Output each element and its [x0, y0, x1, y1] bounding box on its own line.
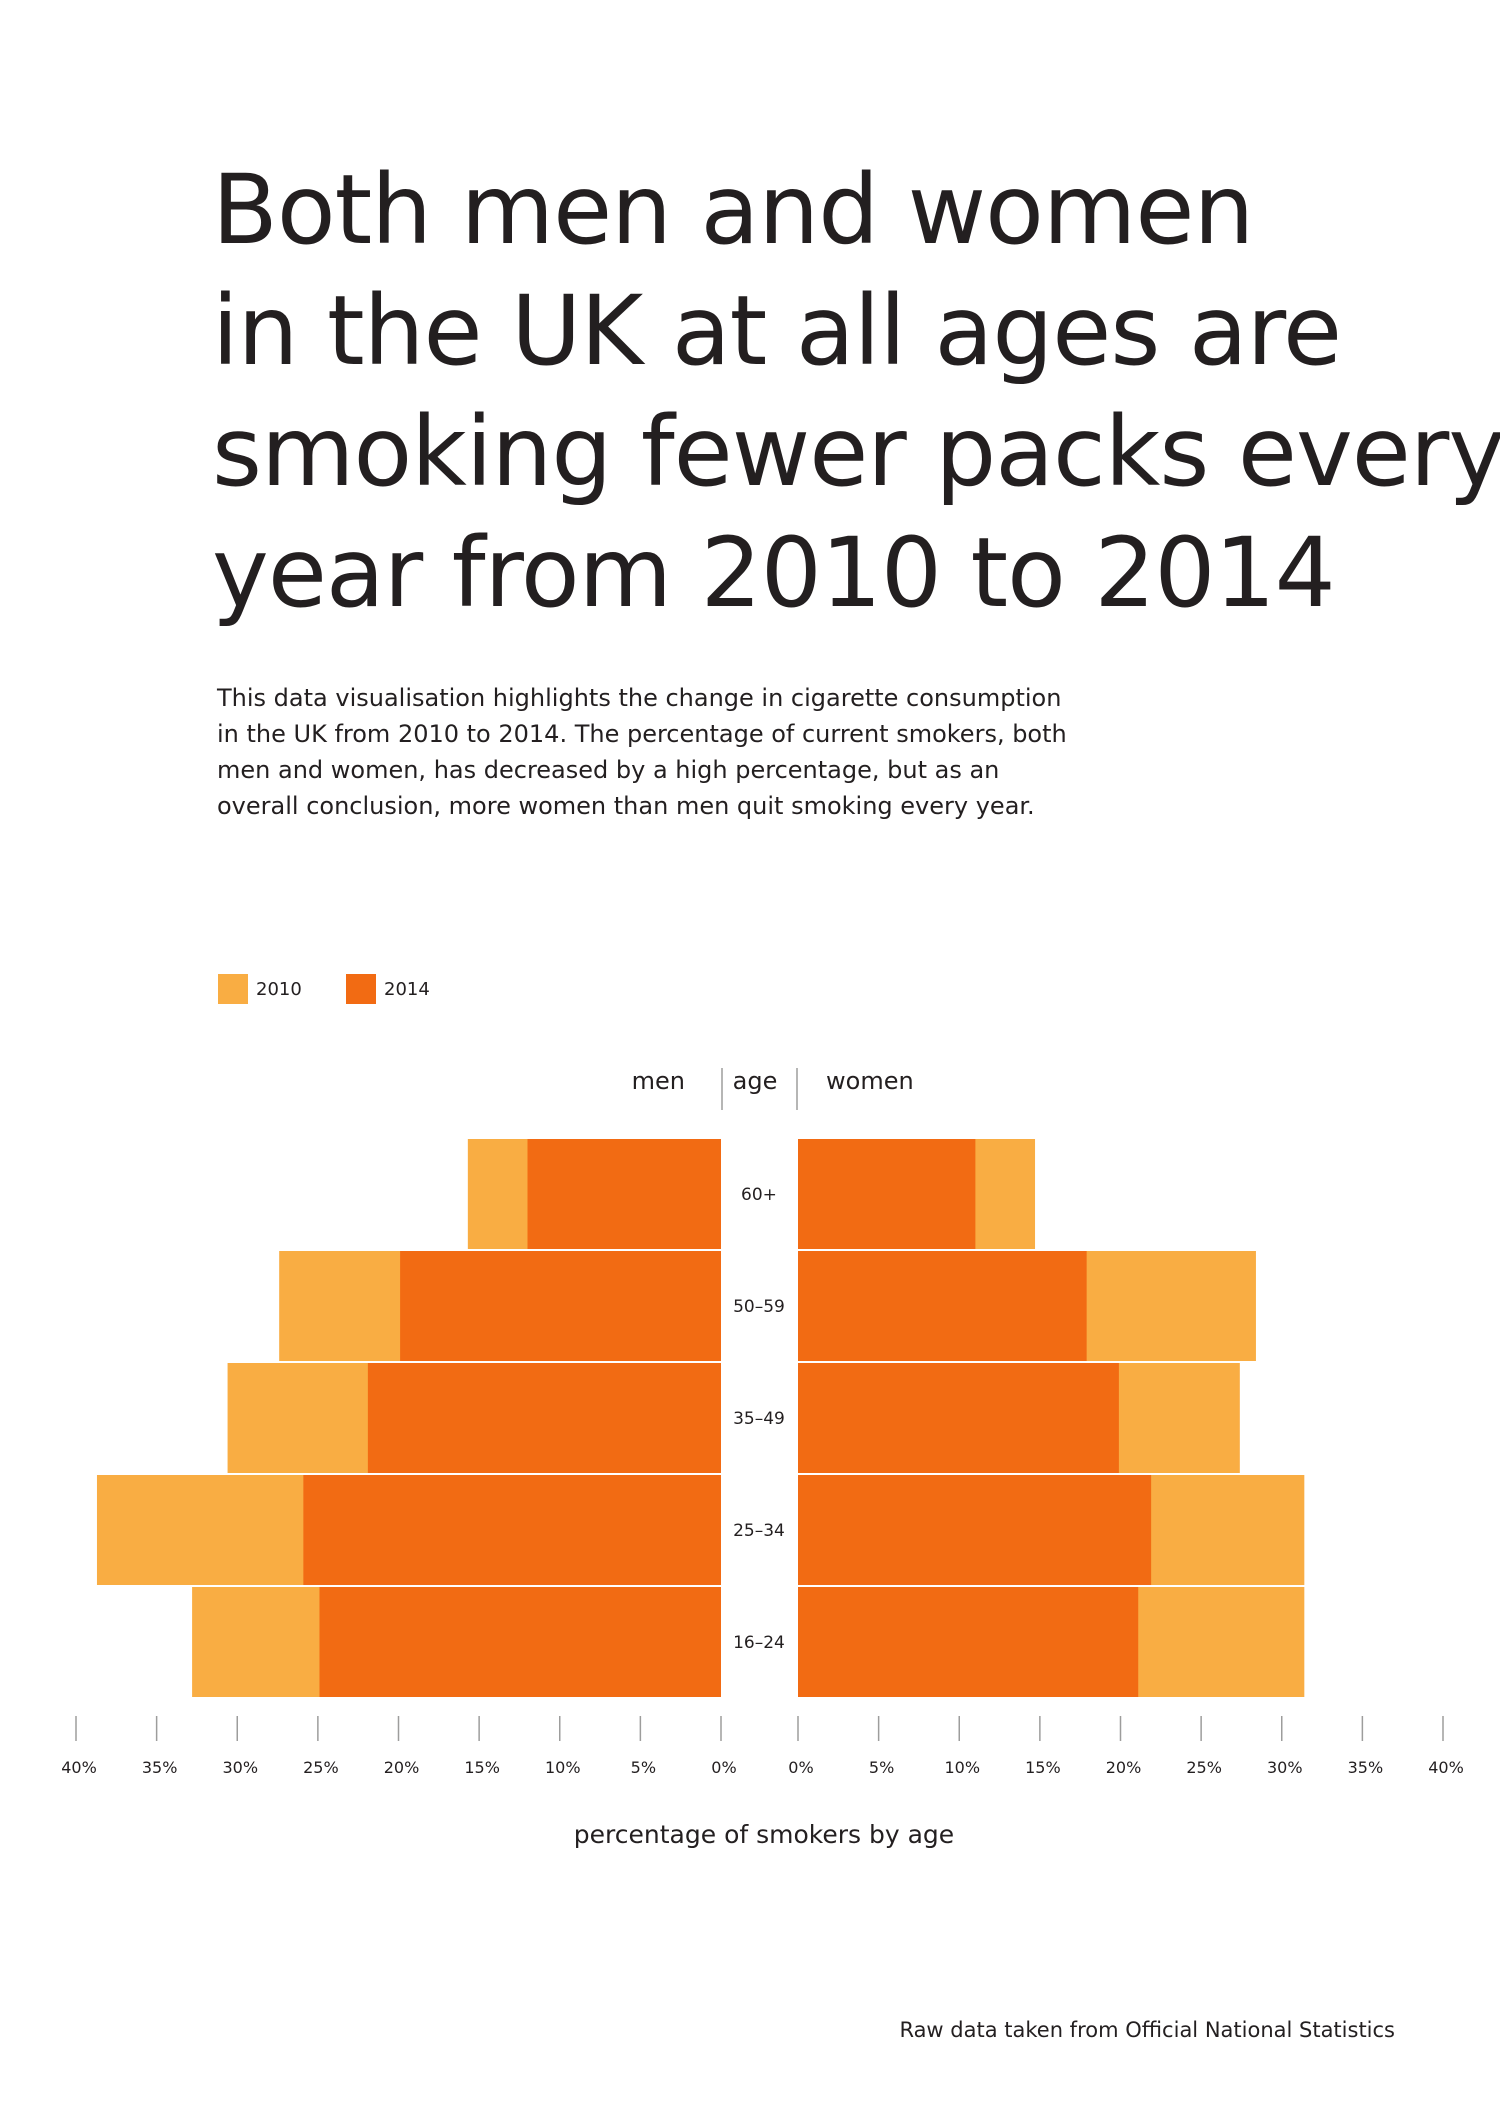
- bar-men-2014-25-34: [303, 1475, 721, 1585]
- tick-label-men-5: 25%: [303, 1758, 339, 1777]
- tick-label-men-0: 0%: [711, 1758, 736, 1777]
- bar-women-2014-25-34: [798, 1475, 1152, 1585]
- bar-women-2014-60: [798, 1139, 976, 1249]
- tick-label-men-2: 10%: [545, 1758, 581, 1777]
- bar-men-2014-35-49: [367, 1363, 721, 1473]
- tick-label-men-3: 15%: [464, 1758, 500, 1777]
- tick-label-women-1: 5%: [869, 1758, 894, 1777]
- bar-men-2014-16-24: [319, 1587, 721, 1697]
- category-label-50-59: 50–59: [733, 1297, 785, 1317]
- tick-label-men-8: 40%: [61, 1758, 97, 1777]
- x-axis: 0% 0% 5% 5% 10% 10% 15% 15% 20% 20% 25% 25% 30% 30% 35…: [61, 1716, 1464, 1777]
- page-title: Both men and women in the UK at all ages…: [212, 150, 1500, 634]
- tick-label-women-8: 40%: [1428, 1758, 1464, 1777]
- title-line: smoking fewer packs every: [212, 396, 1500, 508]
- tick-label-men-6: 30%: [222, 1758, 258, 1777]
- legend-swatch-2010: [218, 974, 248, 1004]
- category-label-60: 60+: [741, 1185, 777, 1205]
- tick-label-women-5: 25%: [1186, 1758, 1222, 1777]
- legend-label-2014: 2014: [384, 978, 430, 1000]
- header-men: men: [632, 1067, 685, 1095]
- tick-label-women-7: 35%: [1348, 1758, 1384, 1777]
- bar-women-2014-35-49: [798, 1363, 1119, 1473]
- legend-item-2014: 2014: [346, 974, 430, 1004]
- category-label-35-49: 35–49: [733, 1409, 785, 1429]
- tick-label-women-2: 10%: [944, 1758, 980, 1777]
- tick-label-men-1: 5%: [631, 1758, 656, 1777]
- description-line: men and women, has decreased by a high p…: [217, 756, 1000, 784]
- description-line: This data visualisation highlights the c…: [217, 684, 1062, 712]
- category-label-25-34: 25–34: [733, 1521, 785, 1541]
- legend-label-2010: 2010: [256, 978, 302, 1000]
- description-line: in the UK from 2010 to 2014. The percent…: [217, 720, 1067, 748]
- tick-label-women-6: 30%: [1267, 1758, 1303, 1777]
- title-line: in the UK at all ages are: [212, 275, 1342, 387]
- header-women: women: [826, 1067, 914, 1095]
- bars-group: [96, 1139, 1305, 1697]
- bar-men-2014-60: [527, 1139, 721, 1249]
- bar-women-2014-16-24: [798, 1587, 1139, 1697]
- category-label-16-24: 16–24: [733, 1633, 785, 1653]
- title-line: year from 2010 to 2014: [212, 517, 1336, 629]
- tick-label-women-3: 15%: [1025, 1758, 1061, 1777]
- bar-women-2014-50-59: [798, 1251, 1087, 1361]
- tick-label-women-0: 0%: [788, 1758, 813, 1777]
- header-age: age: [733, 1067, 778, 1095]
- description: This data visualisation highlights the c…: [217, 680, 1117, 824]
- legend-swatch-2014: [346, 974, 376, 1004]
- title-line: Both men and women: [212, 154, 1254, 266]
- category-labels: 60+ 50–59 35–49 25–34 16–24: [733, 1185, 785, 1653]
- source-note: Raw data taken from Official National St…: [899, 2018, 1395, 2042]
- tick-label-women-4: 20%: [1106, 1758, 1142, 1777]
- bar-men-2014-50-59: [400, 1251, 721, 1361]
- tick-label-men-7: 35%: [142, 1758, 178, 1777]
- legend-item-2010: 2010: [218, 974, 302, 1004]
- x-axis-title: percentage of smokers by age: [574, 1820, 954, 1849]
- description-line: overall conclusion, more women than men …: [217, 792, 1035, 820]
- population-pyramid-chart: men age women 60+ 50–59 35–49 25–34 16–24 0%…: [61, 1067, 1464, 1849]
- tick-label-men-4: 20%: [384, 1758, 420, 1777]
